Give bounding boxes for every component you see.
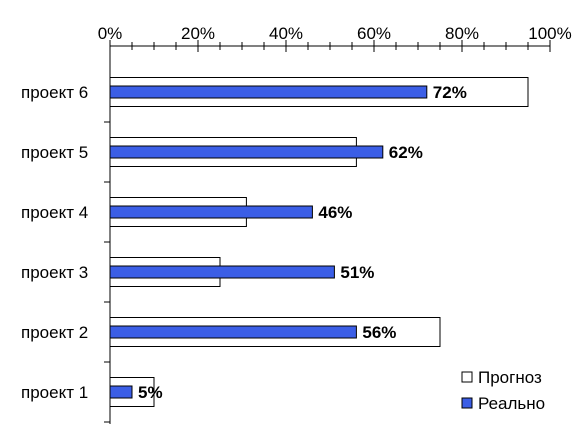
x-tick-label: 0% [98, 24, 123, 43]
x-tick-label: 60% [357, 24, 391, 43]
category-label: проект 2 [21, 323, 88, 342]
bar-actual [109, 265, 335, 279]
bar-actual [109, 385, 133, 399]
x-tick-label: 20% [181, 24, 215, 43]
bar-actual [109, 325, 357, 339]
data-label: 5% [138, 383, 163, 402]
legend-swatch [461, 371, 473, 383]
data-label: 62% [389, 143, 423, 162]
category-label: проект 6 [21, 83, 88, 102]
data-label: 51% [340, 263, 374, 282]
category-label: проект 3 [21, 263, 88, 282]
bar-actual [109, 205, 313, 219]
legend-swatch [461, 397, 473, 409]
legend-label: Прогноз [478, 368, 542, 387]
legend: Прогноз Реально [461, 368, 545, 413]
x-tick-label: 100% [528, 24, 571, 43]
plot-area: 72% 62% 46% 51% 56% 5% [109, 77, 529, 407]
bar-actual [109, 85, 428, 99]
data-label: 56% [362, 323, 396, 342]
legend-label: Реально [478, 394, 545, 413]
x-tick-label: 80% [445, 24, 479, 43]
axes: 0% 20% 40% 60% 80% 100% проект 6 проект 5 проект… [21, 24, 572, 424]
data-label: 72% [433, 83, 467, 102]
category-label: проект 1 [21, 383, 88, 402]
x-tick-label: 40% [269, 24, 303, 43]
bar-actual [109, 145, 384, 159]
category-label: проект 4 [21, 203, 88, 222]
category-label: проект 5 [21, 143, 88, 162]
data-label: 46% [318, 203, 352, 222]
